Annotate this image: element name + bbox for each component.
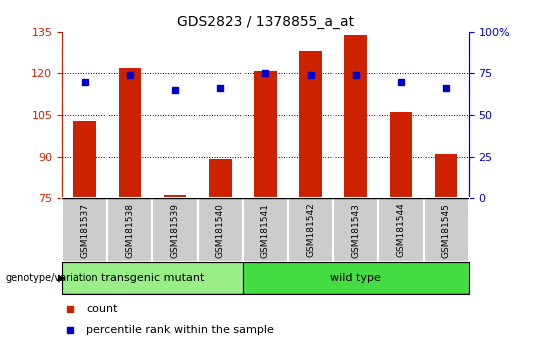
Text: GSM181538: GSM181538 bbox=[125, 202, 134, 258]
Text: count: count bbox=[86, 304, 118, 314]
Bar bbox=[152, 198, 198, 262]
Bar bbox=[198, 198, 243, 262]
Text: GSM181537: GSM181537 bbox=[80, 202, 89, 258]
Text: genotype/variation: genotype/variation bbox=[5, 273, 98, 283]
Text: GSM181540: GSM181540 bbox=[215, 202, 225, 258]
Bar bbox=[333, 198, 379, 262]
Bar bbox=[209, 159, 232, 198]
Bar bbox=[243, 198, 288, 262]
Title: GDS2823 / 1378855_a_at: GDS2823 / 1378855_a_at bbox=[177, 16, 354, 29]
Bar bbox=[107, 198, 152, 262]
Bar bbox=[288, 198, 333, 262]
Bar bbox=[243, 262, 469, 294]
Bar bbox=[254, 71, 276, 198]
Text: ▶: ▶ bbox=[58, 273, 66, 283]
Text: transgenic mutant: transgenic mutant bbox=[101, 273, 204, 283]
Bar bbox=[423, 198, 469, 262]
Text: wild type: wild type bbox=[330, 273, 381, 283]
Bar bbox=[119, 68, 141, 198]
Bar bbox=[62, 198, 107, 262]
Bar bbox=[345, 35, 367, 198]
Text: GSM181544: GSM181544 bbox=[396, 203, 406, 257]
Bar bbox=[164, 195, 186, 198]
Text: percentile rank within the sample: percentile rank within the sample bbox=[86, 325, 274, 336]
Bar bbox=[435, 154, 457, 198]
Text: GSM181539: GSM181539 bbox=[171, 202, 179, 258]
Bar bbox=[299, 51, 322, 198]
Text: GSM181541: GSM181541 bbox=[261, 202, 270, 258]
Text: GSM181545: GSM181545 bbox=[442, 202, 450, 258]
Bar bbox=[390, 112, 412, 198]
Text: GSM181543: GSM181543 bbox=[351, 202, 360, 258]
Bar bbox=[379, 198, 423, 262]
Bar bbox=[73, 121, 96, 198]
Text: GSM181542: GSM181542 bbox=[306, 203, 315, 257]
Bar bbox=[62, 262, 243, 294]
